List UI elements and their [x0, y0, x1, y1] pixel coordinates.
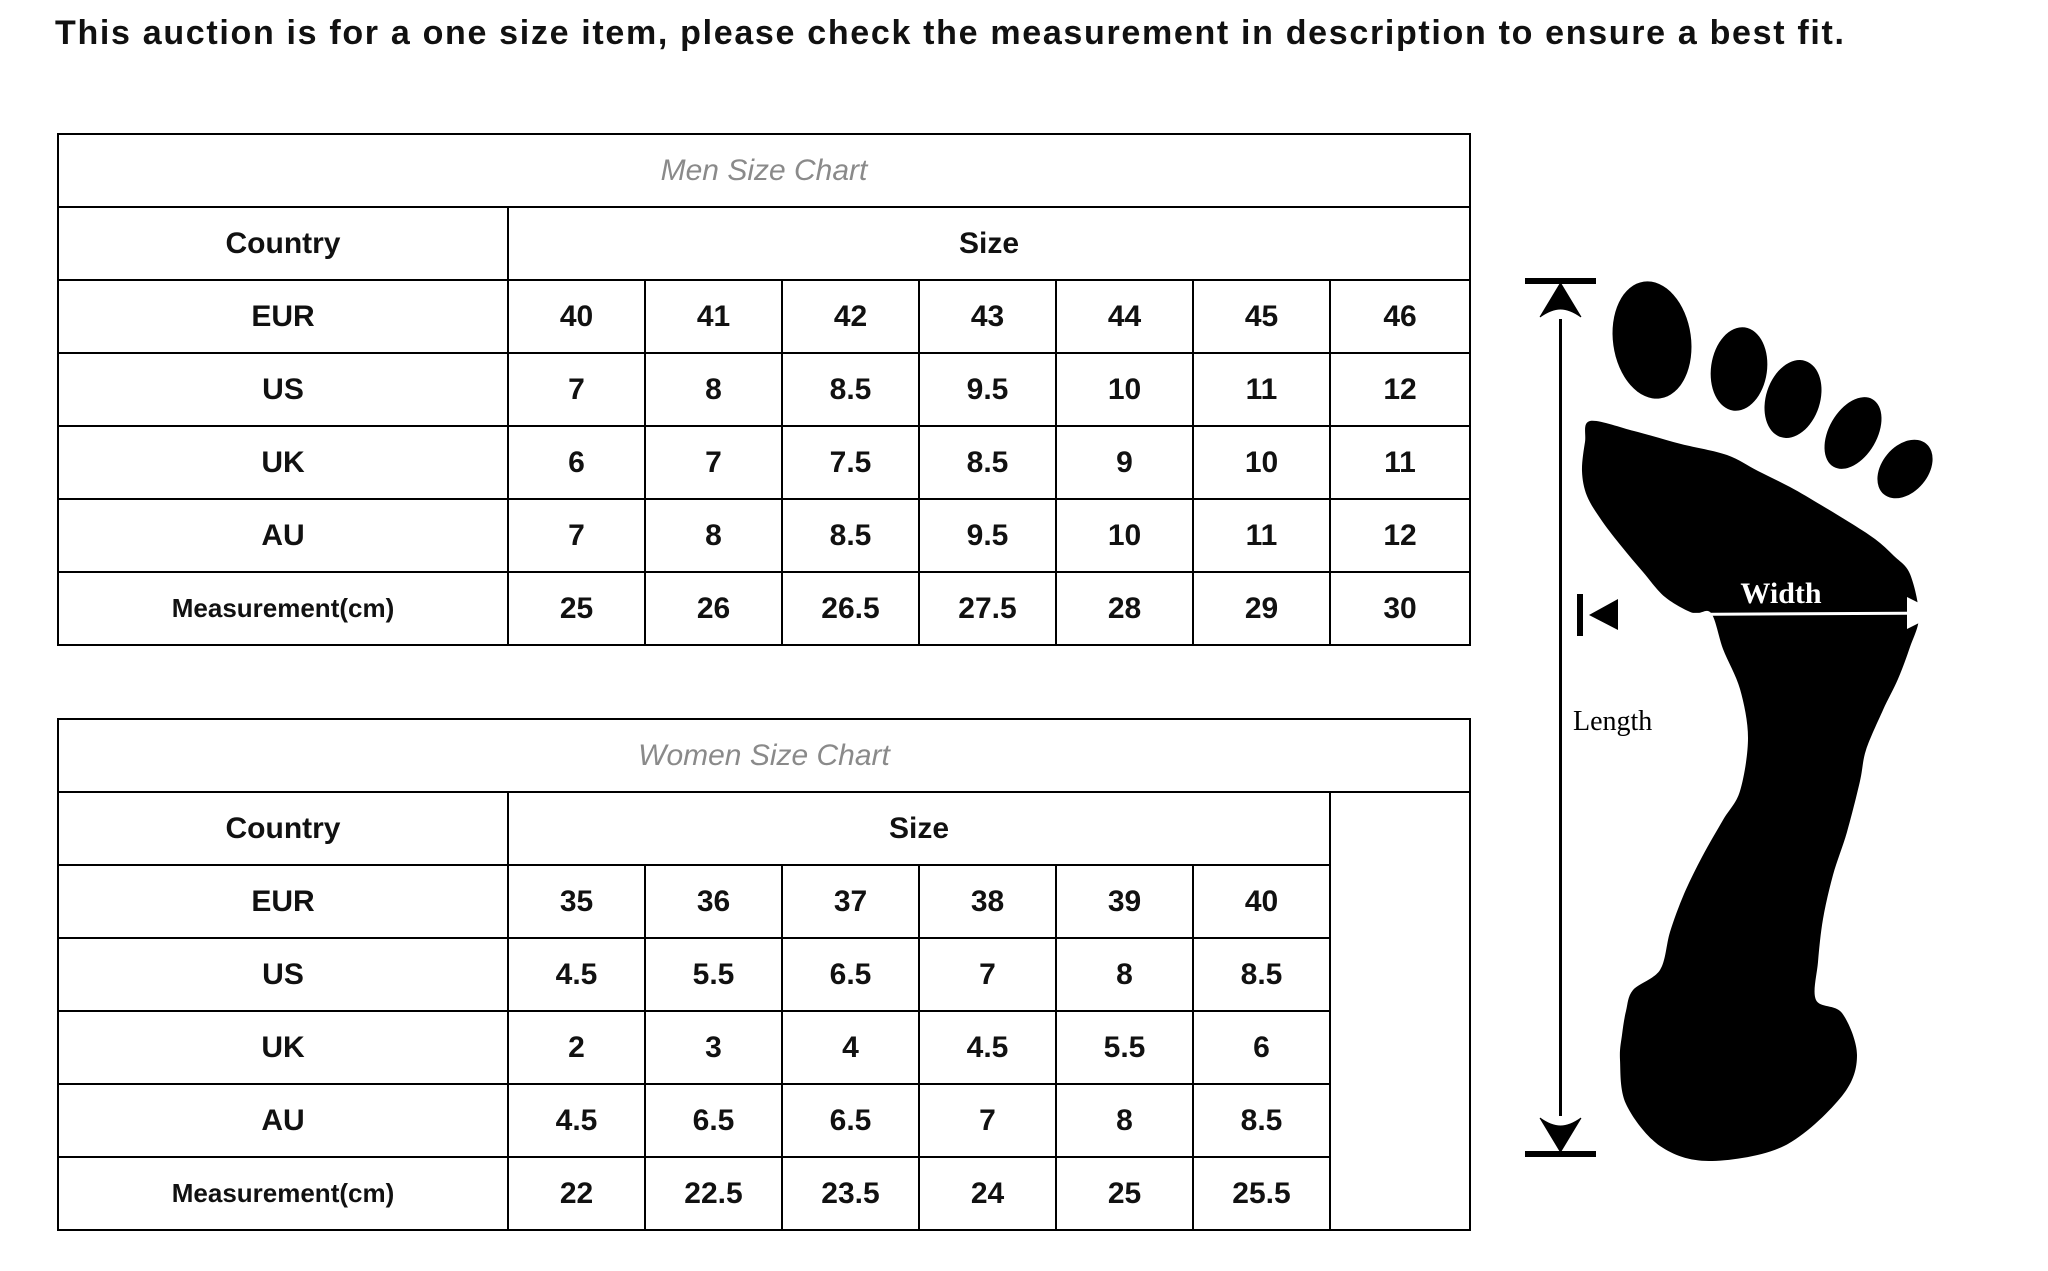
svg-text:Width: Width [1740, 577, 1821, 610]
svg-text:Length: Length [1573, 706, 1652, 737]
